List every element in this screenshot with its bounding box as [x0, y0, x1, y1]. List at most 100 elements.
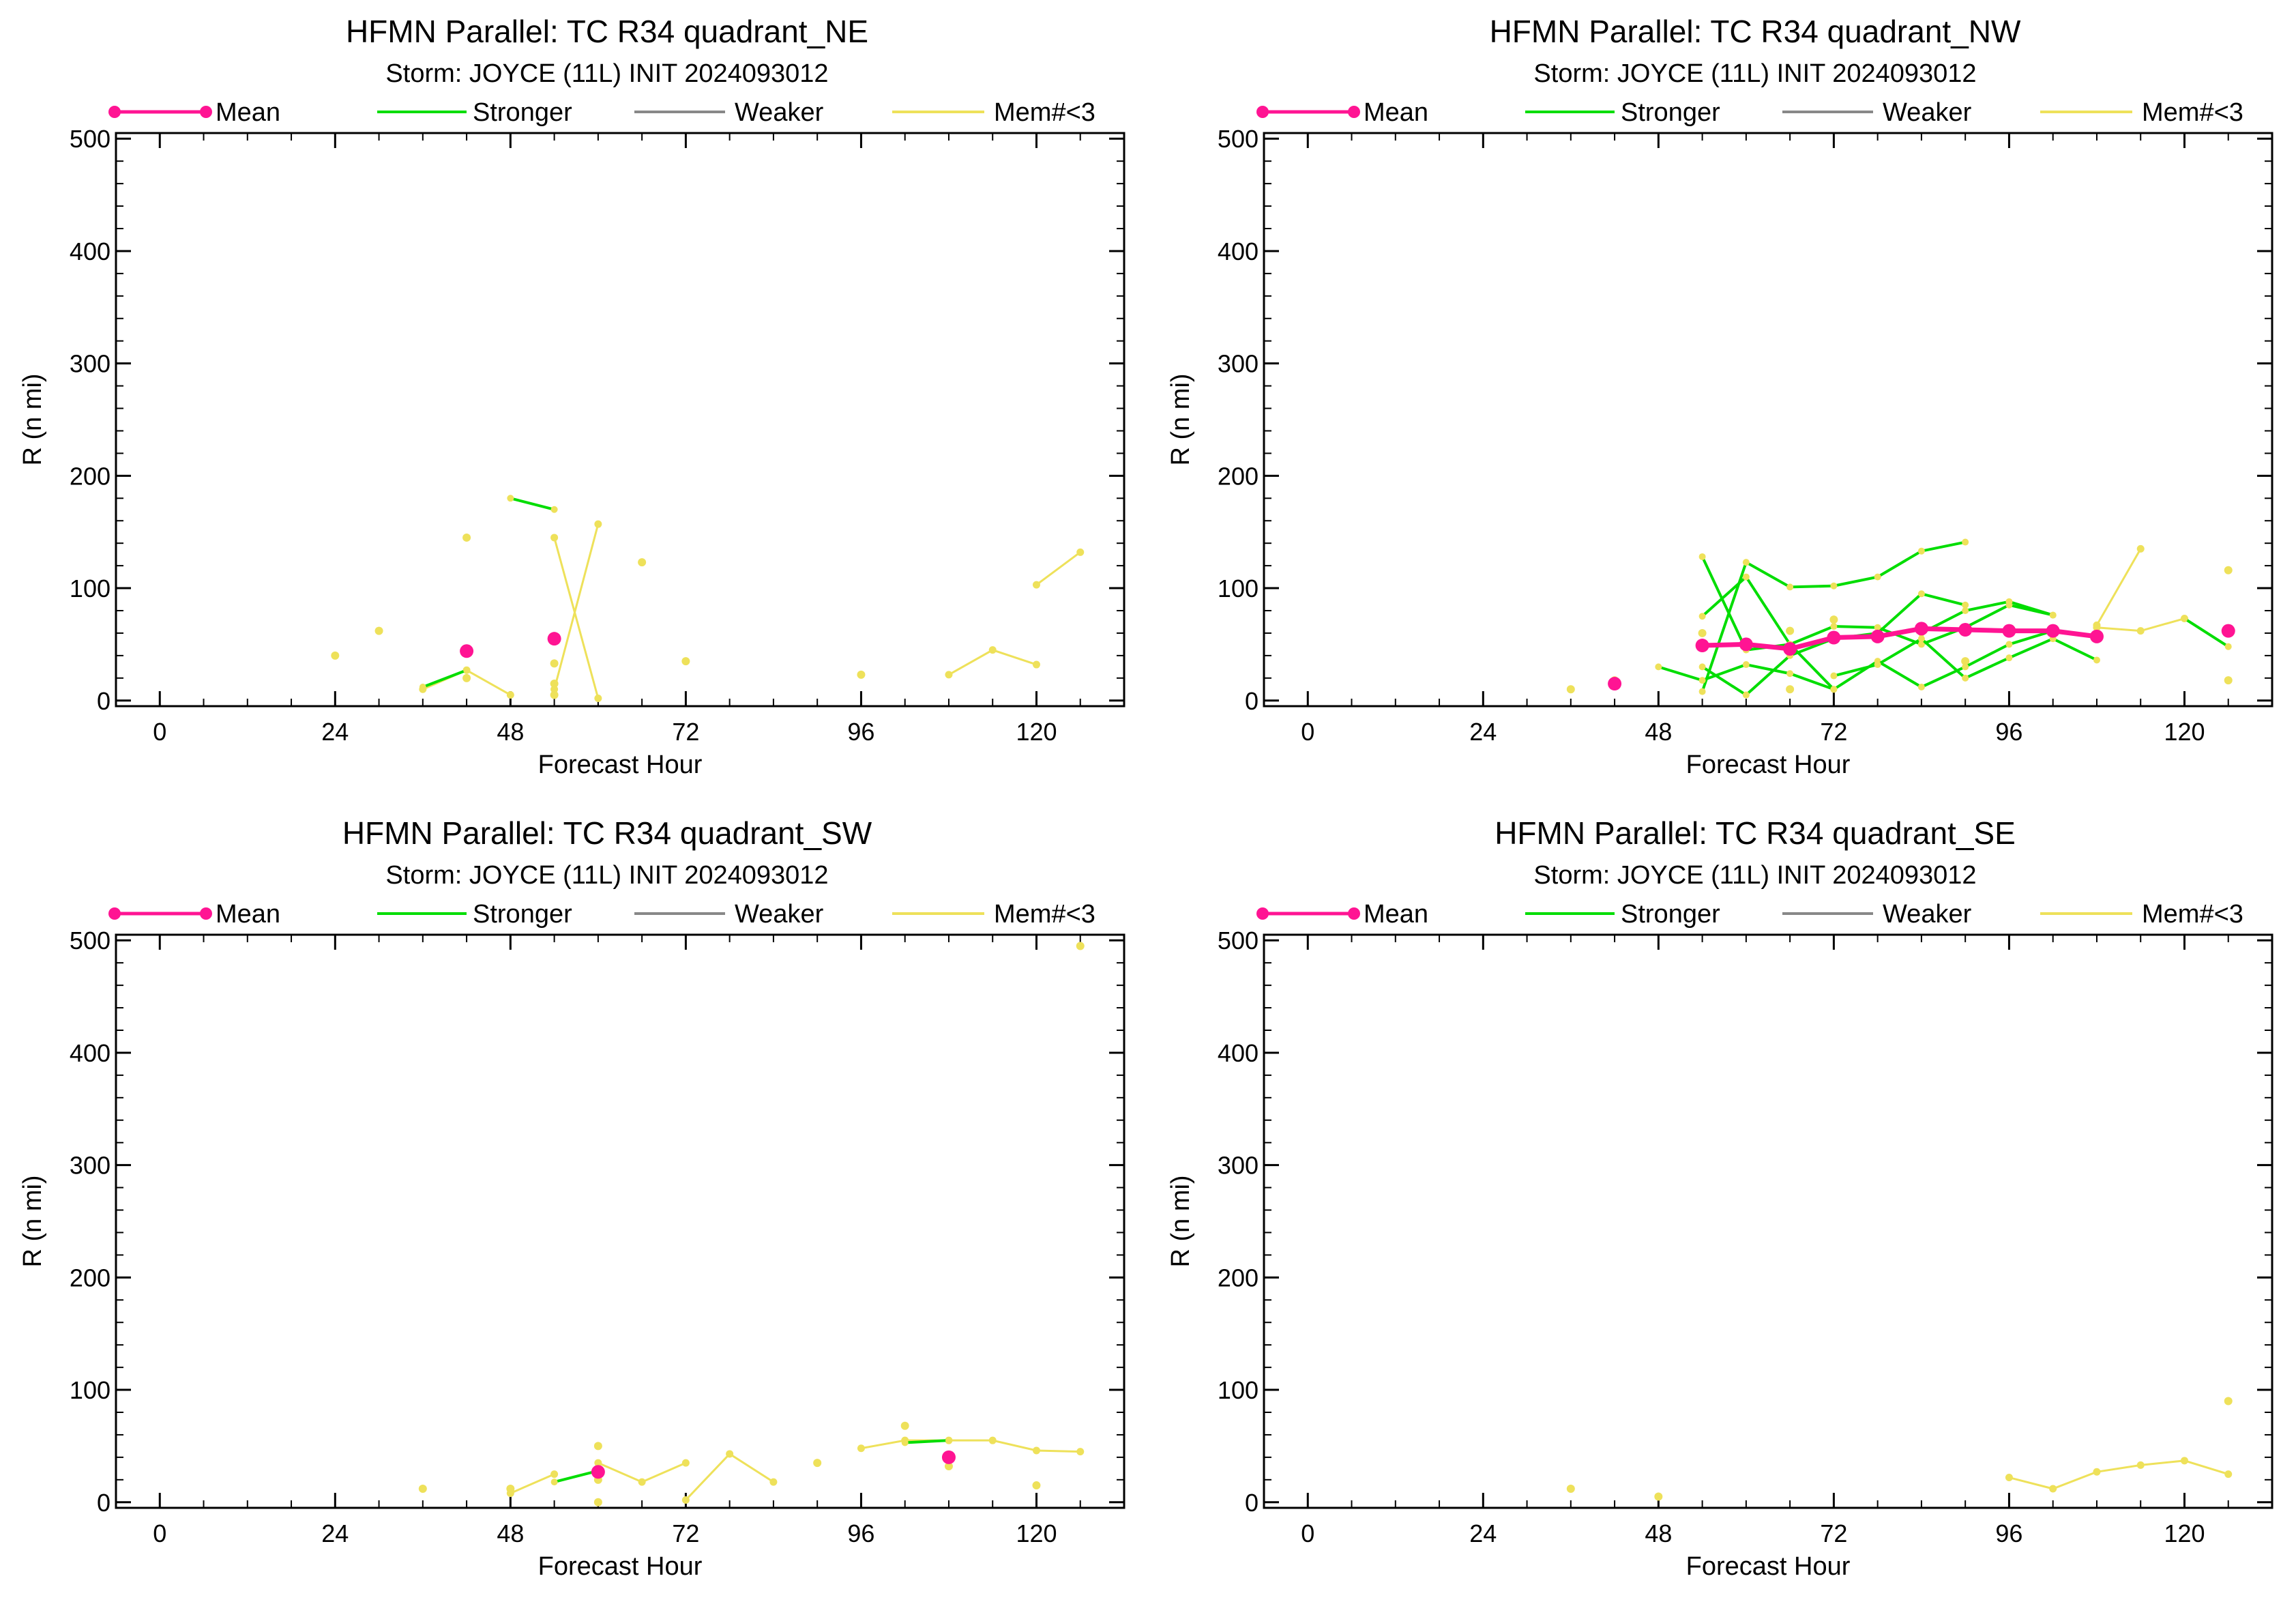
- stronger-point: [2181, 615, 2188, 622]
- y-tick-label: 0: [1245, 1489, 1259, 1517]
- memlt3-point: [681, 657, 690, 666]
- memlt3-point: [550, 690, 559, 699]
- memlt3-point: [506, 1485, 515, 1493]
- memlt3-point: [2093, 1468, 2101, 1476]
- data-layer: [418, 942, 1085, 1506]
- stronger-point: [1917, 641, 1925, 648]
- memlt3-point: [2005, 1474, 2013, 1482]
- memlt3-point: [1032, 581, 1040, 589]
- y-tick-label: 100: [1218, 574, 1259, 602]
- x-tick-label: 24: [1469, 1519, 1497, 1547]
- stronger-point: [1742, 691, 1750, 699]
- stronger-point: [1742, 573, 1750, 581]
- memlt3-point: [594, 1459, 602, 1467]
- x-tick-label: 96: [1995, 1519, 2022, 1547]
- legend-mean-label: Mean: [216, 900, 280, 929]
- legend-weaker-label: Weaker: [1883, 900, 1972, 929]
- stronger-series-line: [510, 497, 555, 511]
- stronger-point: [1830, 686, 1838, 693]
- x-tick-label: 0: [153, 1519, 166, 1547]
- stronger-point: [1874, 624, 1881, 631]
- legend: Mean Stronger Weaker Mem#<3: [108, 98, 1095, 127]
- x-axis-label: Forecast Hour: [1686, 751, 1851, 779]
- mean-point: [1695, 639, 1709, 653]
- x-tick-label: 24: [321, 718, 349, 746]
- memlt3-point: [1076, 1448, 1085, 1456]
- legend-mean-marker: [108, 907, 121, 920]
- chart-title: HFMN Parallel: TC R34 quadrant_NW: [1490, 14, 2021, 49]
- x-tick-label: 48: [497, 1519, 524, 1547]
- stronger-point: [1742, 661, 1750, 669]
- legend-mean-marker: [1256, 106, 1269, 118]
- y-tick-label: 400: [70, 1039, 111, 1067]
- chart-panel-4: HFMN Parallel: TC R34 quadrant_SE Storm: …: [1166, 815, 2273, 1581]
- data-layer: [1566, 538, 2235, 699]
- y-tick-label: 400: [1218, 1039, 1259, 1067]
- stronger-point: [507, 495, 514, 502]
- y-axis-label: R (n mi): [18, 1175, 47, 1267]
- y-tick-label: 200: [1218, 1264, 1259, 1292]
- legend-mean-marker: [1256, 907, 1269, 920]
- memlt3-point: [2136, 627, 2145, 635]
- stronger-point: [550, 1479, 558, 1486]
- x-tick-label: 0: [153, 718, 166, 746]
- memlt3-point: [1698, 628, 1707, 637]
- stronger-series-line: [554, 1469, 599, 1484]
- stronger-point: [901, 1439, 909, 1446]
- memlt3-series-line: [2095, 548, 2142, 626]
- legend-memlt3-label: Mem#<3: [994, 98, 1095, 127]
- y-tick-label: 300: [70, 350, 111, 378]
- stronger-series-line: [904, 1439, 950, 1444]
- stronger-point: [1698, 677, 1706, 684]
- mean-point: [2002, 624, 2016, 638]
- x-tick-label: 0: [1301, 1519, 1314, 1547]
- memlt3-point: [550, 685, 559, 693]
- x-tick-label: 24: [1469, 718, 1497, 746]
- stronger-point: [2049, 611, 2057, 619]
- y-tick-label: 0: [97, 687, 111, 715]
- stronger-point: [2005, 654, 2013, 662]
- stronger-point: [1786, 670, 1794, 678]
- legend: Mean Stronger Weaker Mem#<3: [108, 900, 1095, 929]
- memlt3-point: [1829, 615, 1838, 624]
- memlt3-point: [944, 1462, 953, 1471]
- x-tick-label: 48: [1645, 1519, 1672, 1547]
- memlt3-point: [2224, 1470, 2233, 1479]
- memlt3-point: [594, 520, 602, 528]
- memlt3-point: [1032, 1481, 1041, 1490]
- x-tick-label: 96: [847, 1519, 874, 1547]
- memlt3-point: [331, 651, 340, 660]
- x-tick-label: 72: [1820, 1519, 1847, 1547]
- legend-memlt3-label: Mem#<3: [994, 900, 1095, 929]
- x-tick-label: 72: [672, 1519, 699, 1547]
- legend-weaker-label: Weaker: [1883, 98, 1972, 127]
- memlt3-point: [945, 671, 953, 679]
- chart-subtitle: Storm: JOYCE (11L) INIT 2024093012: [1533, 861, 1976, 890]
- stronger-point: [1698, 613, 1706, 620]
- x-axis-label: Forecast Hour: [538, 751, 703, 779]
- memlt3-point: [988, 646, 997, 654]
- x-tick-label: 120: [1016, 1519, 1057, 1547]
- chart-subtitle: Storm: JOYCE (11L) INIT 2024093012: [385, 59, 828, 88]
- memlt3-point: [1566, 1485, 1575, 1493]
- stronger-point: [1742, 559, 1750, 566]
- y-tick-label: 300: [1218, 350, 1259, 378]
- plot-frame: [1263, 933, 2273, 1509]
- memlt3-point: [418, 1485, 427, 1493]
- stronger-point: [1962, 607, 1969, 614]
- x-tick-label: 96: [1995, 718, 2022, 746]
- memlt3-point: [769, 1478, 778, 1486]
- x-tick-label: 120: [2164, 718, 2205, 746]
- y-tick-label: 100: [70, 1376, 111, 1404]
- x-tick-label: 72: [672, 718, 699, 746]
- y-tick-label: 500: [1218, 125, 1259, 153]
- y-tick-label: 300: [1218, 1152, 1259, 1180]
- memlt3-point: [1786, 685, 1795, 694]
- memlt3-series-line: [861, 1439, 1080, 1453]
- legend-mean-label: Mean: [1364, 900, 1428, 929]
- memlt3-point: [857, 1444, 865, 1453]
- x-tick-label: 72: [1820, 718, 1847, 746]
- y-tick-label: 500: [70, 927, 111, 955]
- memlt3-point: [593, 1498, 602, 1506]
